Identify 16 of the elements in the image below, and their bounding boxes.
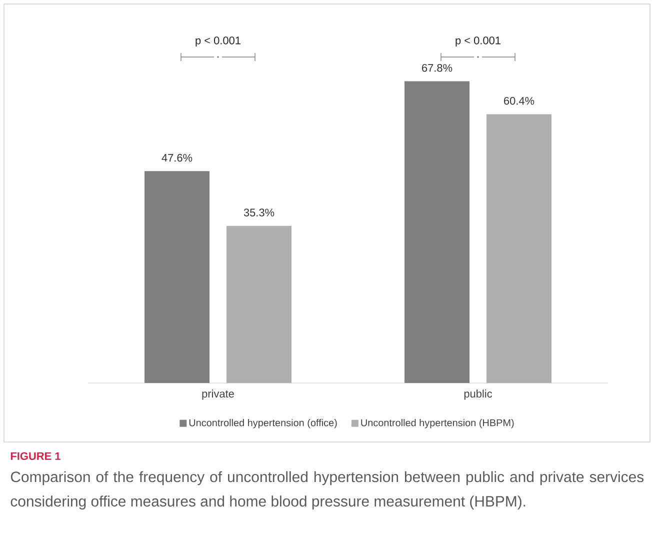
data-label: 47.6%	[162, 154, 192, 162]
text: p < 0.001	[456, 36, 500, 46]
bar	[404, 81, 470, 384]
bar	[486, 114, 552, 384]
x-tick-label: private	[202, 390, 234, 400]
caption: FIGURE 1	[10, 452, 60, 460]
data-label: 35.3%	[244, 208, 274, 216]
data-label: 67.8%	[422, 64, 452, 72]
data-label: 60.4%	[504, 96, 534, 105]
bar	[226, 226, 292, 384]
text: Comparison of the frequency of uncontrolled hypertension between public and private services considering office measures and home blood pressure measurement (HBPM).	[10, 471, 644, 510]
legend-label: Uncontrolled hypertension (office)	[189, 418, 337, 428]
bar	[144, 171, 210, 384]
legend-label: Uncontrolled hypertension (HBPM)	[361, 418, 514, 428]
text: p < 0.001	[196, 36, 240, 46]
x-tick-label: public	[464, 390, 492, 400]
